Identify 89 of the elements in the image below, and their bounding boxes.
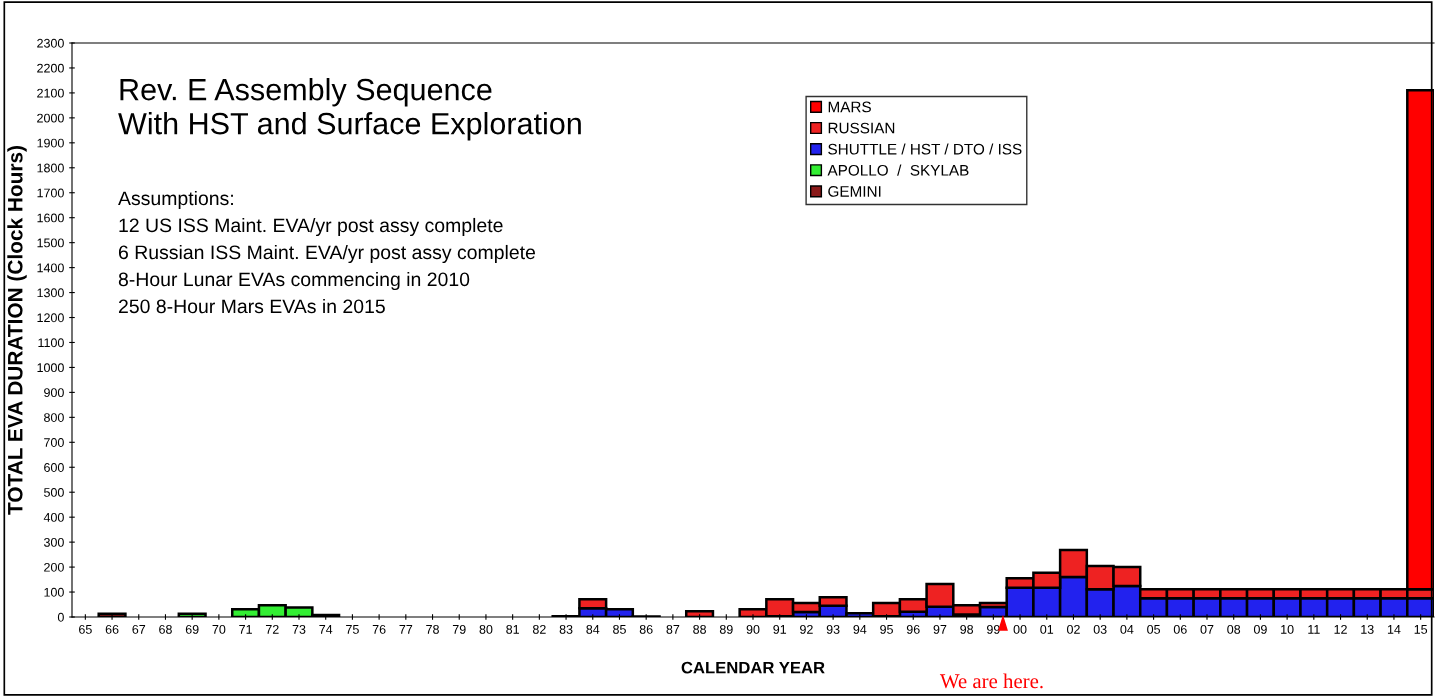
x-tick-label: 81 — [506, 624, 519, 634]
y-tick-label: 1400 — [37, 263, 64, 273]
x-tick-label: 09 — [1253, 624, 1267, 634]
y-tick-label: 1300 — [37, 288, 64, 298]
x-tick-label: 99 — [986, 624, 1000, 634]
x-tick-label: 85 — [613, 624, 626, 634]
x-tick-label: 73 — [292, 624, 306, 634]
x-tick-label: 11 — [1308, 625, 1320, 634]
y-tick-label: 500 — [44, 488, 64, 497]
x-tick-label: 88 — [693, 624, 706, 634]
legend-label: SHUTTLE / HST / DTO / ISS — [828, 143, 1022, 155]
annotation: 6 Russian ISS Maint. EVA/yr post assy complete — [118, 244, 536, 264]
y-tick-label: 100 — [44, 587, 64, 597]
y-tick-label: 0 — [57, 612, 64, 622]
x-tick-label: 74 — [319, 625, 333, 634]
x-tick-label: 76 — [372, 624, 386, 634]
x-tick-label: 78 — [426, 624, 439, 634]
y-tick-label: 1200 — [37, 313, 64, 323]
x-tick-label: 83 — [559, 624, 573, 634]
y-tick-label: 2000 — [37, 113, 64, 123]
x-tick-label: 12 — [1334, 624, 1347, 634]
x-axis-title: CALENDAR YEAR — [681, 661, 825, 674]
x-tick-label: 01 — [1040, 624, 1054, 634]
legend-label: MARS — [828, 101, 871, 113]
x-tick-label: 65 — [79, 624, 92, 634]
y-tick-label: 200 — [44, 562, 64, 572]
y-tick-label: 2300 — [37, 38, 64, 48]
y-tick-label: 1500 — [37, 238, 64, 248]
x-tick-label: 86 — [639, 624, 653, 634]
annotation: Assumptions: — [118, 190, 233, 210]
text: Rev. E Assembly Sequence With HST and Surface Exploration — [118, 78, 581, 141]
x-tick-label: 72 — [265, 624, 279, 634]
x-tick-label: 96 — [906, 624, 920, 634]
y-tick-label: 800 — [44, 413, 64, 422]
y-tick-label: 1700 — [37, 188, 64, 198]
x-tick-label: 94 — [853, 624, 867, 634]
x-tick-label: 71 — [239, 625, 252, 634]
x-tick-label: 04 — [1120, 624, 1134, 634]
x-tick-label: 92 — [800, 624, 813, 634]
text: We are here. — [939, 673, 1043, 689]
x-tick-label: 07 — [1200, 624, 1214, 634]
legend-label: RUSSIAN — [828, 122, 895, 134]
legend-label: APOLLO / SKYLAB — [827, 164, 969, 176]
y-tick-label: 600 — [44, 463, 64, 472]
x-tick-label: 68 — [159, 624, 172, 634]
x-tick-label: 02 — [1067, 624, 1080, 634]
y-tick-label: 900 — [44, 388, 64, 398]
x-tick-label: 80 — [479, 624, 493, 634]
x-tick-label: 66 — [105, 624, 119, 634]
x-tick-label: 77 — [399, 625, 413, 634]
y-tick-label: 700 — [44, 438, 64, 447]
y-tick-label: 300 — [43, 537, 64, 547]
y-tick-label: 2100 — [37, 88, 64, 98]
y-tick-label: 1100 — [38, 338, 64, 348]
y-tick-label: 1900 — [37, 138, 64, 148]
x-tick-label: 69 — [185, 624, 199, 634]
x-tick-label: 89 — [719, 624, 733, 634]
x-tick-label: 79 — [452, 624, 466, 634]
x-tick-label: 00 — [1013, 624, 1027, 634]
x-tick-label: 97 — [933, 624, 947, 634]
annotation: 12 US ISS Maint. EVA/yr post assy complete — [119, 217, 503, 237]
x-tick-label: 06 — [1173, 624, 1187, 634]
y-tick-label: 400 — [43, 512, 64, 522]
x-tick-label: 91 — [773, 624, 787, 634]
x-tick-label: 13 — [1361, 624, 1374, 634]
x-tick-label: 08 — [1227, 624, 1241, 634]
x-tick-label: 67 — [132, 624, 146, 634]
legend-label: GEMINI — [828, 186, 881, 197]
x-tick-label: 15 — [1414, 625, 1428, 634]
x-tick-label: 90 — [746, 624, 760, 634]
y-tick-label: 1800 — [37, 163, 64, 173]
x-tick-label: 10 — [1281, 624, 1294, 634]
x-tick-label: 70 — [212, 624, 226, 634]
x-tick-label: 95 — [880, 624, 893, 634]
annotation: 8-Hour Lunar EVAs commencing in 2010 — [118, 271, 470, 291]
x-tick-label: 84 — [586, 624, 600, 634]
x-tick-label: 75 — [346, 625, 359, 634]
y-tick-label: 2200 — [37, 63, 64, 73]
annotation: 250 8-Hour Mars EVAs in 2015 — [118, 298, 385, 314]
y-axis-title: TOTAL EVA DURATION (Clock Hours) — [7, 146, 27, 515]
x-tick-label: 98 — [960, 624, 974, 634]
y-tick-label: 1000 — [37, 363, 64, 373]
x-tick-label: 82 — [532, 624, 546, 634]
x-tick-label: 87 — [666, 624, 680, 634]
y-tick-label: 1600 — [37, 213, 64, 223]
x-tick-label: 03 — [1093, 624, 1107, 634]
x-tick-label: 14 — [1387, 625, 1401, 634]
x-tick-label: 05 — [1147, 624, 1161, 634]
x-tick-label: 93 — [826, 624, 840, 634]
